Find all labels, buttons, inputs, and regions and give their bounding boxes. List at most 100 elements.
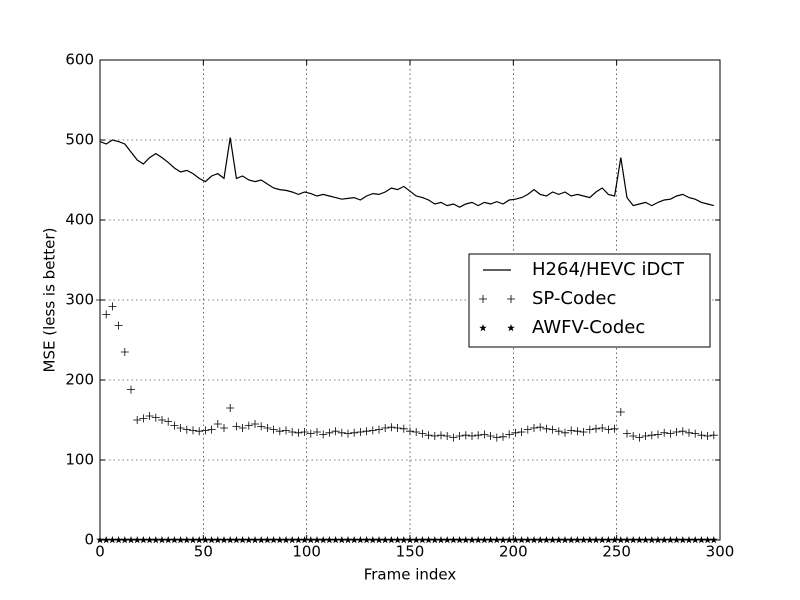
plus-marker	[585, 425, 594, 434]
y-axis-label: MSE (less is better)	[41, 228, 59, 373]
plus-marker	[244, 421, 253, 430]
plus-marker	[393, 424, 402, 432]
y-tick-label: 400	[65, 211, 94, 229]
x-axis-label: Frame index	[364, 566, 457, 584]
plot-frame	[99, 59, 721, 541]
plus-marker	[319, 430, 328, 439]
plus-marker	[164, 417, 173, 426]
plus-marker	[139, 414, 148, 423]
plus-marker	[195, 427, 204, 436]
plus-marker	[399, 424, 408, 433]
legend-label: AWFV-Codec	[532, 317, 645, 338]
plus-marker	[282, 426, 290, 435]
plus-marker	[325, 428, 334, 437]
plus-marker	[561, 428, 569, 437]
plus-marker	[548, 425, 557, 434]
legend-label: H264/HEVC iDCT	[532, 259, 685, 280]
plus-marker	[313, 428, 321, 436]
plus-marker	[635, 433, 644, 442]
plus-marker	[672, 428, 681, 436]
plus-marker	[430, 432, 439, 440]
plus-marker	[505, 430, 514, 439]
plus-marker	[685, 428, 693, 437]
plus-marker	[499, 432, 507, 441]
plus-marker	[573, 427, 582, 436]
plus-marker	[294, 428, 303, 437]
x-tick-label: 250	[602, 543, 631, 561]
plus-marker	[145, 412, 154, 420]
plus-marker	[443, 432, 452, 440]
plus-marker	[275, 427, 284, 436]
y-tick-label: 0	[84, 531, 94, 549]
y-tick-label: 600	[65, 51, 94, 69]
plus-marker	[455, 432, 464, 440]
plus-marker	[691, 429, 700, 438]
plus-marker	[517, 428, 526, 436]
plus-marker	[213, 420, 222, 428]
plus-marker	[263, 424, 272, 432]
x-tick-label: 0	[95, 543, 105, 561]
plus-marker	[703, 432, 712, 440]
plus-marker	[356, 428, 365, 436]
plus-marker	[120, 348, 129, 356]
plus-marker	[542, 424, 551, 433]
plus-marker	[647, 431, 656, 440]
plus-marker	[176, 424, 185, 432]
y-tick-label: 200	[65, 371, 94, 389]
legend-marker	[479, 295, 487, 303]
legend-marker	[479, 324, 487, 332]
plus-marker	[616, 408, 625, 416]
plus-marker	[623, 429, 631, 438]
legend-marker	[507, 324, 515, 332]
plus-marker	[412, 428, 421, 436]
plus-marker	[486, 432, 495, 440]
plus-marker	[579, 428, 588, 436]
plus-marker	[201, 426, 210, 435]
x-tick-label: 200	[499, 543, 528, 561]
plus-marker	[269, 425, 278, 434]
plus-marker	[108, 302, 117, 311]
x-tick-label: 50	[194, 543, 213, 561]
plus-marker	[226, 404, 235, 412]
plus-marker	[604, 425, 613, 434]
plus-marker	[133, 416, 142, 424]
plus-marker	[511, 428, 520, 437]
plus-marker	[387, 423, 396, 432]
plus-marker	[437, 431, 445, 440]
plus-marker	[598, 424, 607, 432]
plus-marker	[182, 425, 191, 434]
plus-marker	[709, 431, 718, 440]
plus-marker	[306, 429, 315, 438]
plus-marker	[288, 428, 297, 436]
plus-marker	[554, 427, 563, 436]
plus-marker	[257, 422, 266, 431]
x-tick-label: 300	[706, 543, 735, 561]
plus-marker	[629, 432, 638, 440]
plus-marker	[127, 385, 135, 394]
plus-marker	[480, 430, 489, 439]
plus-marker	[362, 427, 371, 436]
plus-marker	[189, 426, 197, 435]
plus-marker	[678, 427, 687, 436]
plus-marker	[530, 424, 538, 432]
plus-marker	[350, 428, 359, 437]
plus-marker	[331, 427, 340, 436]
y-tick-label: 100	[65, 451, 94, 469]
plus-marker	[474, 431, 483, 440]
plus-marker	[592, 424, 600, 433]
plus-marker	[654, 430, 662, 439]
plus-marker	[232, 422, 241, 431]
plus-marker	[461, 431, 470, 440]
plus-marker	[418, 429, 427, 438]
plus-marker	[375, 425, 383, 434]
legend-label: SP-Codec	[532, 288, 616, 309]
plus-marker	[151, 413, 160, 422]
series-line	[99, 137, 714, 208]
plus-marker	[406, 427, 414, 436]
x-tick-label: 150	[396, 543, 425, 561]
plus-marker	[368, 426, 377, 435]
plus-marker	[220, 424, 228, 432]
plus-marker	[158, 416, 166, 424]
plus-marker	[344, 429, 352, 438]
